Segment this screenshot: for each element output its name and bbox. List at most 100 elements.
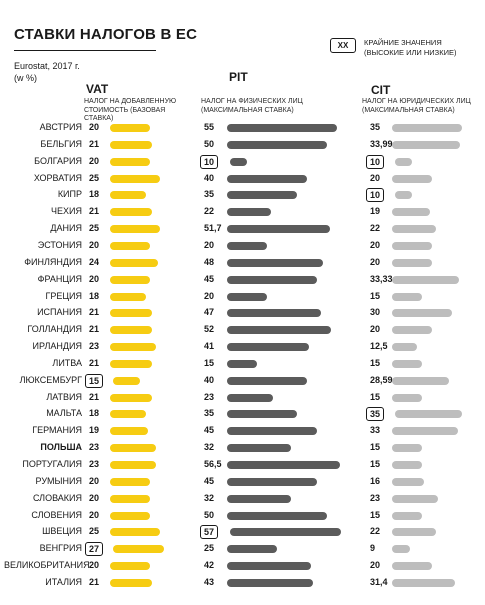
- pit-bar: [227, 258, 323, 267]
- cit-value-label: 9: [370, 543, 376, 554]
- cit-bar: [392, 376, 450, 385]
- vat-value-label: 20: [89, 155, 100, 166]
- cit-bar: [392, 124, 462, 132]
- pit-bar: [227, 444, 291, 453]
- pit-value-label: 50: [204, 138, 215, 149]
- pit-value-label: 15: [204, 357, 215, 368]
- vat-bar: [110, 140, 152, 149]
- country-label: ПОРТУГАЛИЯ: [22, 459, 82, 469]
- vat-bar: [110, 225, 160, 234]
- page-title: СТАВКИ НАЛОГОВ В ЕС: [14, 26, 198, 43]
- cit-value-label: 15: [370, 442, 381, 453]
- vat-bar: [110, 444, 156, 453]
- pit-bar: [227, 494, 291, 503]
- cit-bar: [392, 140, 460, 149]
- country-label: ЛЮКСЕМБУРГ: [19, 374, 82, 385]
- vat-bar: [110, 124, 150, 132]
- pit-bar: [227, 124, 337, 132]
- pit-value-label: 55: [204, 122, 215, 132]
- country-label: КИПР: [57, 189, 82, 200]
- country-label: АВСТРИЯ: [39, 122, 82, 132]
- cit-bar: [392, 528, 436, 537]
- pit-bar: [227, 208, 271, 217]
- country-label: РУМЫНИЯ: [35, 475, 82, 486]
- cit-bar: [392, 208, 430, 217]
- vat-value-label: 18: [89, 189, 100, 200]
- pit-value-label: 50: [204, 509, 215, 520]
- title-underline: [14, 50, 156, 51]
- vat-value-label: 21: [89, 138, 100, 149]
- pit-value-label: 32: [204, 442, 215, 453]
- cit-value-label: 22: [370, 526, 381, 537]
- cit-bar: [395, 157, 412, 166]
- pit-value-label: 43: [204, 576, 215, 587]
- cit-bar: [392, 427, 458, 436]
- country-label: МАЛЬТА: [46, 408, 82, 419]
- pit-value-label: 47: [204, 307, 215, 318]
- vat-value-label: 21: [89, 206, 100, 217]
- vat-bar: [110, 477, 150, 486]
- cit-value-label: 28,59: [370, 374, 393, 385]
- vat-value-label: 21: [89, 576, 100, 587]
- cit-value-label: 33: [370, 425, 381, 436]
- pit-value-label: 35: [204, 189, 215, 200]
- vat-value-label: 23: [89, 341, 100, 352]
- country-label: ЛАТВИЯ: [46, 391, 82, 402]
- cit-value-label: 31,4: [370, 576, 388, 587]
- vat-value-label: 20: [89, 475, 100, 486]
- vat-bar: [110, 326, 152, 335]
- pit-bar: [227, 562, 311, 571]
- cit-value-label: 22: [370, 223, 381, 234]
- pit-value-label: 45: [204, 425, 215, 436]
- cit-bar: [392, 326, 432, 335]
- cit-bar: [392, 241, 432, 250]
- vat-value-label: 21: [89, 391, 100, 402]
- pit-value-label: 52: [204, 324, 215, 335]
- country-label: ЧЕХИЯ: [51, 206, 82, 217]
- vat-bar: [110, 241, 150, 250]
- cit-bar: [392, 578, 455, 587]
- pit-bar: [227, 427, 317, 436]
- cit-bar: [392, 292, 422, 301]
- vat-value-label: 18: [89, 290, 100, 301]
- pit-section-description: НАЛОГ НА ФИЗИЧЕСКИХ ЛИЦ (МАКСИМАЛЬНАЯ СТ…: [201, 98, 303, 114]
- cit-section-description: НАЛОГ НА ЮРИДИЧЕСКИХ ЛИЦ (МАКСИМАЛЬНАЯ С…: [362, 98, 471, 114]
- pit-value-label: 25: [204, 543, 215, 554]
- pit-value-label: 45: [204, 273, 215, 284]
- vat-bar: [113, 376, 140, 385]
- vat-value-label: 25: [89, 526, 100, 537]
- pit-value-label: 41: [204, 341, 215, 352]
- legend-extreme-marker: XX: [330, 38, 356, 53]
- cit-value-label: 35: [370, 122, 381, 132]
- vat-bar: [110, 343, 156, 352]
- country-label: ХОРВАТИЯ: [33, 172, 82, 183]
- vat-section-description: НАЛОГ НА ДОБАВЛЕННУЮ СТОИМОСТЬ (БАЗОВАЯ …: [84, 98, 177, 122]
- vat-bar: [110, 578, 152, 587]
- vat-value-label: 25: [89, 223, 100, 234]
- cit-bar: [392, 393, 422, 402]
- pit-bar: [227, 477, 317, 486]
- pit-value-label: 20: [204, 239, 215, 250]
- country-label: ГОЛЛАНДИЯ: [27, 324, 82, 335]
- cit-bar: [392, 444, 422, 453]
- country-label: ЛИТВА: [52, 357, 82, 368]
- source-note: Eurostat, 2017 г.: [14, 61, 80, 71]
- vat-bar: [110, 157, 150, 166]
- vat-value-label: 25: [89, 172, 100, 183]
- pit-bar: [227, 326, 331, 335]
- cit-bar: [392, 275, 459, 284]
- vat-bar: [110, 427, 148, 436]
- cit-value-label: 15: [370, 357, 381, 368]
- pit-value-label: 42: [204, 560, 215, 571]
- pit-bar: [227, 275, 317, 284]
- country-label: ИТАЛИЯ: [45, 576, 82, 587]
- pit-bar: [227, 343, 309, 352]
- vat-section-title: VAT: [86, 82, 109, 96]
- cit-value-label: 12,5: [370, 341, 388, 352]
- cit-value-label: 23: [370, 492, 381, 503]
- cit-value-label: 33,99: [370, 138, 393, 149]
- cit-value-label: 20: [370, 256, 381, 267]
- cit-bar: [392, 343, 417, 352]
- country-label: ВЕЛИКОБРИТАНИЯ: [4, 560, 90, 571]
- pit-value-label: 22: [204, 206, 215, 217]
